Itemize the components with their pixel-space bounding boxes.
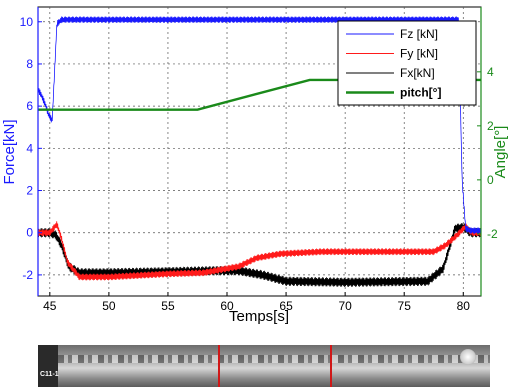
x-tick-label: 70 [338,299,352,313]
legend-box [337,20,477,106]
legend-label: Fx[kN] [400,66,435,80]
y-axis-label-right: Angle[°] [492,126,509,179]
grid [38,7,481,296]
y-tick-label-left: -2 [22,268,33,282]
legend[interactable]: Fz [kN] Fy [kN] Fx[kN] pitch[°] [337,20,477,106]
x-tick-label: 55 [161,299,175,313]
y-tick-label-right: 2 [487,119,494,133]
y-tick-label-right: -2 [487,227,498,241]
y-tick-label-left: 10 [20,15,34,29]
y-tick-label-left: 8 [26,57,33,71]
legend-label: Fz [kN] [400,27,438,41]
series-line-0 [37,16,482,234]
y-tick-label-left: 2 [26,184,33,198]
series-line-2 [37,223,482,287]
x-tick-label: 65 [279,299,293,313]
legend-label: Fy [kN] [400,47,438,61]
x-tick-label: 75 [398,299,412,313]
x-axis-label: Temps[s] [229,308,289,325]
y-tick-label-left: 6 [26,99,33,113]
y-axis-label-left: Force[kN] [1,119,18,184]
chart: 45 50 55 60 65 70 75 80 -2 0 2 4 6 8 10 -2 0 2 4 Fz [kN] Fy… [1,6,509,325]
specimen-photo: C11-1 [38,345,490,387]
legend-label: pitch[°] [400,86,441,100]
x-tick-label: 80 [457,299,471,313]
x-tick-label: 50 [102,299,116,313]
y-tick-label-right: 0 [487,173,494,187]
x-tick-label: 45 [43,299,57,313]
ticks: 45 50 55 60 65 70 75 80 -2 0 2 4 6 8 10 -2 0 2 4 [20,7,498,313]
y-tick-label-right: 4 [487,65,494,79]
x-tick-label: 60 [220,299,234,313]
y-tick-label-left: 0 [26,226,33,240]
series-line-1 [37,221,482,281]
y-tick-label-left: 4 [26,141,33,155]
